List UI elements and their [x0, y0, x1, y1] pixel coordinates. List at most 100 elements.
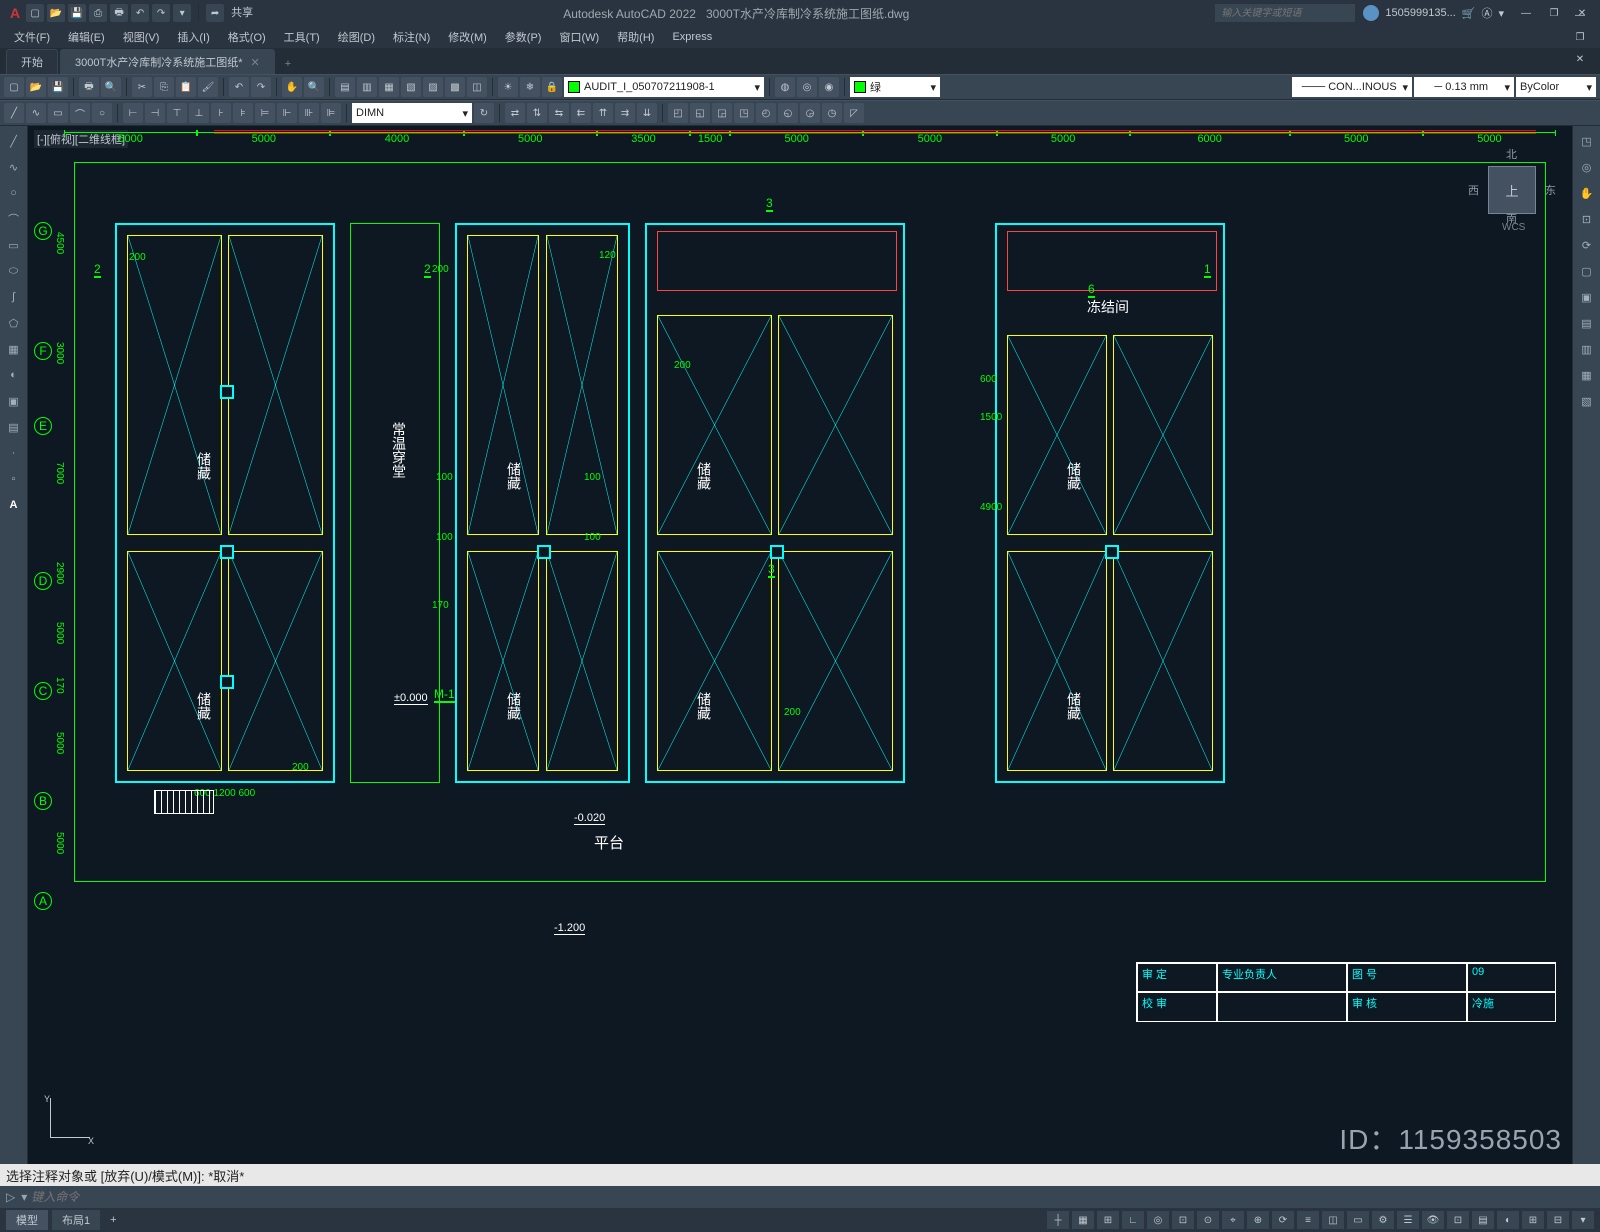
print-icon[interactable]: 🖶	[79, 77, 99, 97]
ucs-icon[interactable]: X Y	[42, 1096, 92, 1146]
menu-draw[interactable]: 绘图(D)	[330, 27, 383, 47]
mod-icon[interactable]: ↻	[474, 103, 494, 123]
paste-icon[interactable]: 📋	[176, 77, 196, 97]
mod-icon[interactable]: ◴	[756, 103, 776, 123]
layer-lock-icon[interactable]: 🔒	[542, 77, 562, 97]
dim-icon[interactable]: ⊢	[123, 103, 143, 123]
matchprop-icon[interactable]: 🖌	[198, 77, 218, 97]
tool-icon[interactable]: ▦	[379, 77, 399, 97]
command-input[interactable]	[31, 1190, 1594, 1204]
share-icon[interactable]: ➦	[206, 4, 224, 22]
status-toggle-icon[interactable]: ⚙	[1372, 1211, 1394, 1229]
status-toggle-icon[interactable]: ▤	[1472, 1211, 1494, 1229]
user-name[interactable]: 1505999135...	[1385, 7, 1455, 19]
status-toggle-icon[interactable]: ▭	[1347, 1211, 1369, 1229]
dim-icon[interactable]: ⊣	[145, 103, 165, 123]
status-toggle-icon[interactable]: ◫	[1322, 1211, 1344, 1229]
user-icon[interactable]	[1363, 5, 1379, 21]
copy-icon[interactable]: ⎘	[154, 77, 174, 97]
restore-button[interactable]: ❐	[1540, 2, 1568, 24]
layer-tool-icon[interactable]: ◉	[819, 77, 839, 97]
layer-freeze-icon[interactable]: ❄	[520, 77, 540, 97]
line-icon[interactable]: ╱	[4, 103, 24, 123]
save-icon[interactable]: 💾	[48, 77, 68, 97]
circle-icon[interactable]: ○	[92, 103, 112, 123]
minimize-button[interactable]: —	[1512, 2, 1540, 24]
info-icon[interactable]: ▾	[1498, 7, 1504, 20]
mod-icon[interactable]: ⇆	[549, 103, 569, 123]
tab-add-button[interactable]: +	[277, 54, 299, 74]
add-layout-icon[interactable]: +	[104, 1214, 122, 1226]
tool-icon[interactable]: ▥	[357, 77, 377, 97]
hatch-tool-icon[interactable]: ▦	[3, 338, 25, 360]
mod-icon[interactable]: ⇇	[571, 103, 591, 123]
mod-icon[interactable]: ⇈	[593, 103, 613, 123]
app-store-icon[interactable]: Ⓐ	[1481, 5, 1492, 21]
drawing-canvas[interactable]: [-][俯视][二维线框] 北 西 东 南 上 WCS 5000 5000 40…	[28, 126, 1572, 1164]
status-toggle-icon[interactable]: ☰	[1397, 1211, 1419, 1229]
zoom-icon[interactable]: 🔍	[304, 77, 324, 97]
plotstyle-dropdown[interactable]: ByColor▾	[1516, 77, 1596, 97]
mod-icon[interactable]: ◲	[712, 103, 732, 123]
status-toggle-icon[interactable]: ⊞	[1522, 1211, 1544, 1229]
mod-icon[interactable]: ⇄	[505, 103, 525, 123]
mod-icon[interactable]: ◱	[690, 103, 710, 123]
nav-icon[interactable]: ▧	[1576, 390, 1598, 412]
qat-plot-icon[interactable]: 🖶	[110, 4, 128, 22]
color-dropdown[interactable]: 绿▾	[850, 77, 940, 97]
region-tool-icon[interactable]: ▣	[3, 390, 25, 412]
spline-tool-icon[interactable]: ∫	[3, 286, 25, 308]
tool-icon[interactable]: ▩	[445, 77, 465, 97]
menu-help[interactable]: 帮助(H)	[609, 27, 662, 47]
mod-icon[interactable]: ◶	[800, 103, 820, 123]
menu-express[interactable]: Express	[664, 29, 720, 45]
steering-wheel-icon[interactable]: ◎	[1576, 156, 1598, 178]
status-toggle-icon[interactable]: ⌖	[1222, 1211, 1244, 1229]
linetype-dropdown[interactable]: ─── CON...INOUS▾	[1292, 77, 1412, 97]
mod-icon[interactable]: ⇅	[527, 103, 547, 123]
tool-icon[interactable]: ▤	[335, 77, 355, 97]
qat-dropdown-icon[interactable]: ▾	[173, 4, 191, 22]
status-toggle-icon[interactable]: ≡	[1297, 1211, 1319, 1229]
layer-tool-icon[interactable]: ◍	[775, 77, 795, 97]
mod-icon[interactable]: ◸	[844, 103, 864, 123]
status-toggle-icon[interactable]: ◐	[1497, 1211, 1519, 1229]
layout-tab[interactable]: 布局1	[52, 1210, 100, 1230]
viewcube-north[interactable]: 北	[1506, 146, 1517, 162]
status-toggle-icon[interactable]: ⊟	[1547, 1211, 1569, 1229]
viewcube-top-face[interactable]: 上	[1488, 166, 1536, 214]
new-icon[interactable]: ▢	[4, 77, 24, 97]
menu-parametric[interactable]: 参数(P)	[497, 27, 550, 47]
ellipse-tool-icon[interactable]: ⬭	[3, 260, 25, 282]
rect-tool-icon[interactable]: ▭	[3, 234, 25, 256]
mod-icon[interactable]: ⇊	[637, 103, 657, 123]
status-toggle-icon[interactable]: ◎	[1147, 1211, 1169, 1229]
menu-file[interactable]: 文件(F)	[6, 27, 58, 47]
dim-icon[interactable]: ⊨	[255, 103, 275, 123]
layer-props-icon[interactable]: ☀	[498, 77, 518, 97]
point-tool-icon[interactable]: ∙	[3, 442, 25, 464]
mod-icon[interactable]: ⇉	[615, 103, 635, 123]
qat-saveas-icon[interactable]: ⎙	[89, 4, 107, 22]
status-toggle-icon[interactable]: ▦	[1072, 1211, 1094, 1229]
doc-minimize-button[interactable]: —	[1566, 4, 1594, 26]
doc-close-button[interactable]: ✕	[1566, 48, 1594, 70]
line-tool-icon[interactable]: ╱	[3, 130, 25, 152]
mod-icon[interactable]: ◵	[778, 103, 798, 123]
menu-view[interactable]: 视图(V)	[115, 27, 168, 47]
menu-window[interactable]: 窗口(W)	[551, 27, 607, 47]
tool-icon[interactable]: ▧	[401, 77, 421, 97]
dim-icon[interactable]: ⊤	[167, 103, 187, 123]
mod-icon[interactable]: ◰	[668, 103, 688, 123]
qat-redo-icon[interactable]: ↷	[152, 4, 170, 22]
status-toggle-icon[interactable]: ┼	[1047, 1211, 1069, 1229]
polygon-tool-icon[interactable]: ⬠	[3, 312, 25, 334]
orbit-icon[interactable]: ⟳	[1576, 234, 1598, 256]
dim-icon[interactable]: ⊫	[321, 103, 341, 123]
menu-edit[interactable]: 编辑(E)	[60, 27, 113, 47]
qat-save-icon[interactable]: 💾	[68, 4, 86, 22]
pline-icon[interactable]: ∿	[26, 103, 46, 123]
nav-icon[interactable]: ▣	[1576, 286, 1598, 308]
status-toggle-icon[interactable]: ⊕	[1247, 1211, 1269, 1229]
dim-icon[interactable]: ⊧	[233, 103, 253, 123]
